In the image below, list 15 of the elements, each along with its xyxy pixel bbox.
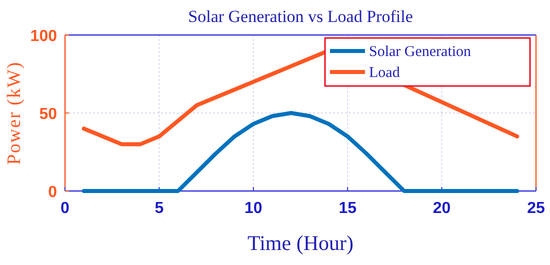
legend-label: Load bbox=[369, 65, 400, 81]
x-tick-label: 25 bbox=[527, 200, 545, 217]
y-axis-title: Power (kW) bbox=[4, 61, 25, 165]
x-tick-label: 20 bbox=[432, 200, 451, 217]
chart-title: Solar Generation vs Load Profile bbox=[188, 7, 413, 26]
x-tick-label: 10 bbox=[244, 200, 262, 217]
x-tick-label: 0 bbox=[60, 200, 70, 217]
y-tick-label: 100 bbox=[30, 28, 58, 45]
legend-label: Solar Generation bbox=[369, 44, 472, 60]
x-tick-label: 5 bbox=[154, 200, 164, 217]
x-tick-label: 15 bbox=[338, 200, 357, 217]
y-tick-label: 50 bbox=[39, 106, 58, 123]
line-series bbox=[82, 111, 520, 193]
y-tick-label: 0 bbox=[48, 184, 58, 201]
x-axis-title: Time (Hour) bbox=[248, 231, 354, 255]
